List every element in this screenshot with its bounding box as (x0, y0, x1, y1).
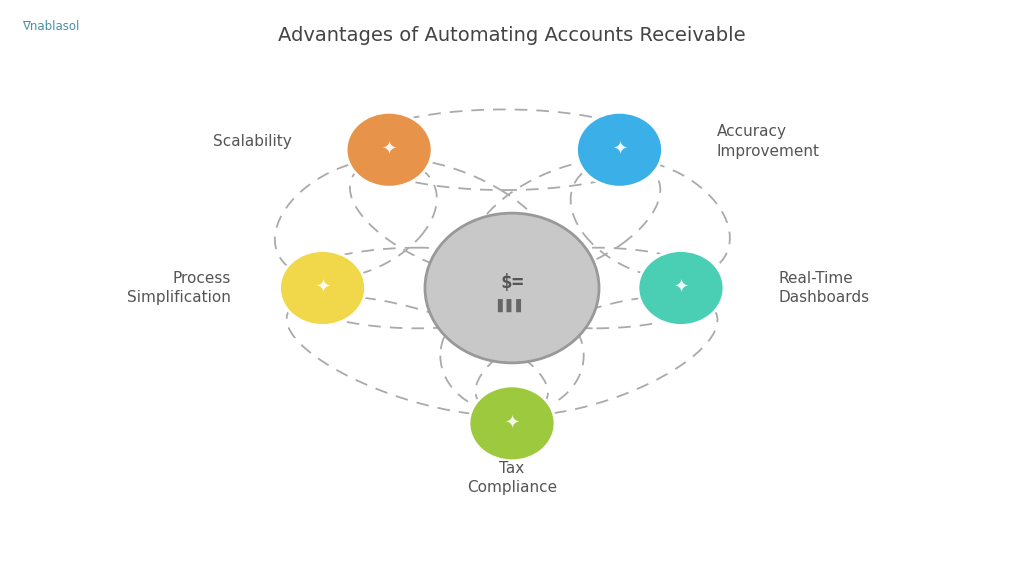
Ellipse shape (469, 386, 555, 461)
Ellipse shape (280, 251, 366, 325)
Text: Tax
Compliance: Tax Compliance (467, 461, 557, 495)
Text: ✦: ✦ (315, 279, 330, 297)
Text: Accuracy
Improvement: Accuracy Improvement (717, 124, 820, 158)
Text: Advantages of Automating Accounts Receivable: Advantages of Automating Accounts Receiv… (279, 26, 745, 45)
Text: ▌▌▌: ▌▌▌ (498, 298, 526, 312)
Text: ∇nablasol: ∇nablasol (23, 20, 80, 33)
Text: ✦: ✦ (612, 141, 627, 159)
Text: ✦: ✦ (674, 279, 688, 297)
Text: ✦: ✦ (505, 414, 519, 433)
Text: Scalability: Scalability (213, 134, 292, 149)
Ellipse shape (638, 251, 724, 325)
Ellipse shape (425, 213, 599, 363)
Ellipse shape (346, 112, 432, 187)
Text: Real-Time
Dashboards: Real-Time Dashboards (778, 271, 869, 305)
Text: Process
Simplification: Process Simplification (127, 271, 230, 305)
Text: $=: $= (501, 273, 523, 291)
Text: ✦: ✦ (382, 141, 396, 159)
Ellipse shape (577, 112, 663, 187)
